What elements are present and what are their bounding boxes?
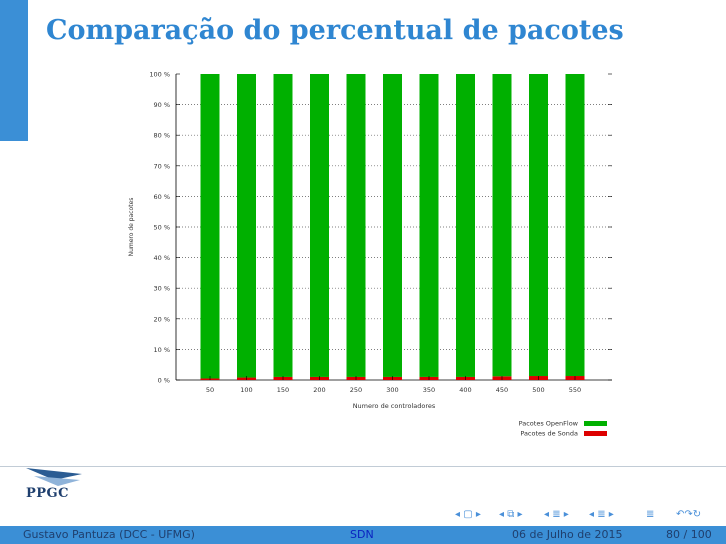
legend-label: Pacotes OpenFlow: [519, 420, 579, 428]
bar-pacotes-openflow: [237, 74, 256, 378]
footer-page-number: 80 / 100: [666, 528, 712, 541]
nav-frame-buttons[interactable]: ◂ ▢ ▸: [455, 509, 481, 520]
bar-pacotes-openflow: [200, 74, 220, 379]
bar-pacotes-openflow: [529, 74, 548, 377]
footer-bar: Gustavo Pantuza (DCC - UFMG) SDN 06 de J…: [0, 526, 726, 544]
y-tick-label: 50 %: [153, 224, 170, 232]
x-tick-label: 500: [532, 386, 544, 394]
y-tick-label: 30 %: [153, 285, 170, 293]
y-axis-label: Numero de pacotes: [128, 198, 135, 257]
x-tick-label: 300: [386, 386, 398, 394]
sidebar-accent: [0, 0, 28, 141]
ppgc-logo-text: PPGC: [26, 486, 69, 501]
bar-pacotes-openflow: [456, 74, 475, 377]
x-tick-label: 250: [350, 386, 362, 394]
y-tick-label: 80 %: [153, 132, 170, 140]
legend-swatch: [584, 421, 607, 426]
footer-divider: [0, 466, 726, 467]
bar-pacotes-openflow: [273, 74, 293, 377]
y-tick-label: 20 %: [153, 315, 170, 323]
y-tick-label: 70 %: [153, 162, 170, 170]
x-tick-label: 350: [423, 386, 435, 394]
bar-pacotes-openflow: [419, 74, 439, 377]
y-tick-label: 100 %: [149, 71, 170, 79]
y-tick-label: 60 %: [153, 193, 170, 201]
nav-search-buttons[interactable]: ↶↷↻: [676, 509, 702, 520]
bar-pacotes-openflow: [346, 74, 366, 377]
x-tick-label: 100: [240, 386, 252, 394]
legend-label: Pacotes de Sonda: [520, 430, 578, 438]
footer-author: Gustavo Pantuza (DCC - UFMG): [23, 528, 195, 541]
legend-swatch: [584, 431, 607, 436]
y-tick-label: 10 %: [153, 346, 170, 354]
x-tick-label: 400: [459, 386, 471, 394]
y-tick-label: 0 %: [158, 377, 170, 385]
x-tick-label: 150: [277, 386, 289, 394]
slide-title: Comparação do percentual de pacotes: [46, 15, 624, 46]
footer-date: 06 de Julho de 2015: [512, 528, 623, 541]
x-tick-label: 550: [569, 386, 581, 394]
bar-pacotes-openflow: [310, 74, 329, 377]
nav-align-button[interactable]: ≣: [646, 509, 655, 520]
bar-pacotes-openflow: [492, 74, 512, 377]
nav-subsubsection-buttons[interactable]: ◂ ≣ ▸: [589, 509, 614, 520]
y-tick-label: 90 %: [153, 101, 170, 109]
x-tick-label: 50: [206, 386, 214, 394]
nav-section-buttons[interactable]: ◂ ≣ ▸: [544, 509, 569, 520]
x-tick-label: 450: [496, 386, 508, 394]
footer-short-title[interactable]: SDN: [350, 528, 374, 541]
x-tick-label: 200: [313, 386, 325, 394]
x-axis-label: Numero de controladores: [353, 402, 436, 410]
y-tick-label: 40 %: [153, 254, 170, 262]
ppgc-logo: [26, 468, 82, 486]
nav-subsection-buttons[interactable]: ◂ ⧉ ▸: [499, 509, 523, 520]
bar-pacotes-openflow: [565, 74, 585, 377]
bar-pacotes-openflow: [383, 74, 402, 377]
